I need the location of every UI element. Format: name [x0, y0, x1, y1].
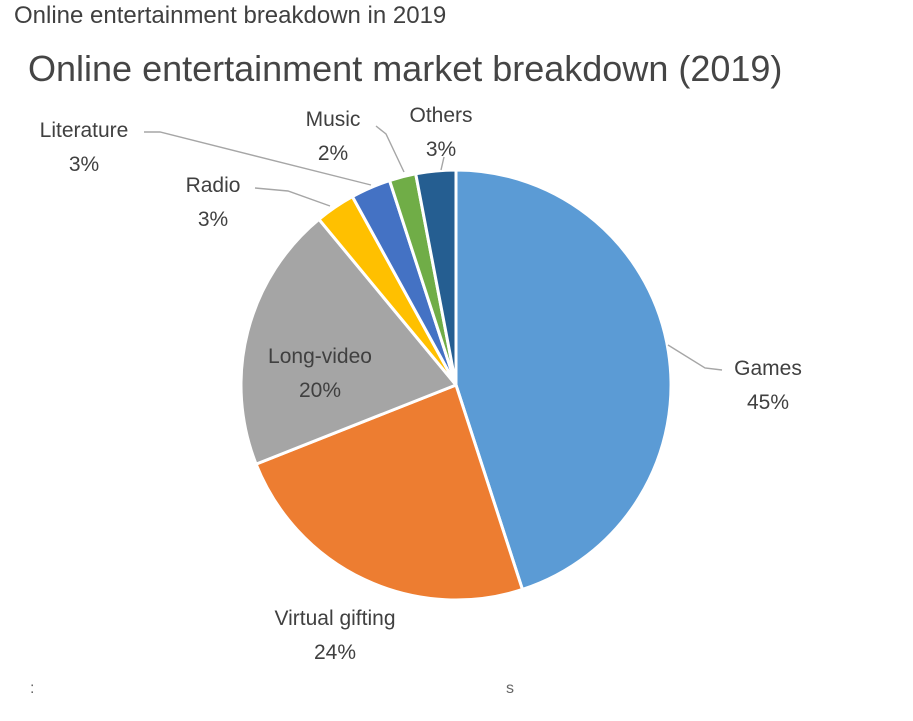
slice-label-long-video: Long-video	[268, 345, 372, 368]
slice-value-others: 3%	[426, 138, 456, 161]
slice-value-literature: 3%	[69, 153, 99, 176]
page-caption: Online entertainment breakdown in 2019	[14, 2, 447, 29]
slice-value-games: 45%	[747, 391, 789, 414]
slice-label-others: Others	[409, 104, 472, 127]
slice-labels: Games 45% Virtual gifting 24% Long-video 20% R…	[40, 104, 802, 664]
footer-mark-left: :	[30, 680, 35, 697]
leader-lines	[144, 125, 723, 371]
chart-title: Online entertainment market breakdown (2…	[28, 48, 783, 89]
slice-value-virtual-gifting: 24%	[314, 641, 356, 664]
leader-line-literature	[144, 131, 372, 186]
slice-label-games: Games	[734, 357, 802, 380]
slice-label-radio: Radio	[186, 174, 241, 197]
pie-slice-long-video	[239, 217, 458, 466]
leader-line-radio	[254, 187, 331, 207]
slice-label-literature: Literature	[40, 119, 129, 142]
leader-line-others	[440, 156, 445, 171]
slice-value-radio: 3%	[198, 208, 228, 231]
leader-line-music	[375, 125, 405, 173]
leader-line-games	[667, 344, 723, 371]
slice-label-music: Music	[306, 108, 361, 131]
slice-label-virtual-gifting: Virtual gifting	[274, 607, 395, 630]
pie-slice-games	[454, 168, 673, 591]
pie-slice-others	[414, 168, 458, 387]
slice-value-music: 2%	[318, 142, 348, 165]
slice-value-long-video: 20%	[299, 379, 341, 402]
footer-mark-center: s	[506, 680, 514, 697]
pie-slices	[239, 168, 673, 602]
